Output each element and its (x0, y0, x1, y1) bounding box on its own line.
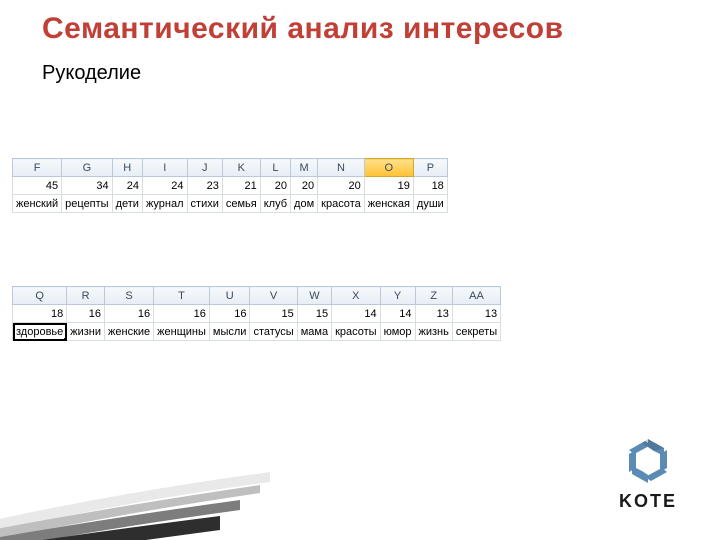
column-header[interactable]: M (291, 159, 318, 177)
cell[interactable]: 15 (250, 305, 297, 323)
column-header[interactable]: AA (452, 287, 500, 305)
cell[interactable]: женский (13, 195, 62, 213)
cell[interactable]: 18 (13, 305, 67, 323)
column-header[interactable]: I (142, 159, 187, 177)
table-row: здоровьежизниженскиеженщинымыслистатусым… (13, 323, 501, 341)
cell[interactable]: мама (297, 323, 331, 341)
cell[interactable]: красота (318, 195, 365, 213)
cell[interactable]: 34 (62, 177, 112, 195)
table-row: женскийрецептыдетижурналстихисемьяклубдо… (13, 195, 448, 213)
cell[interactable]: здоровье (13, 323, 67, 341)
cell[interactable]: 45 (13, 177, 62, 195)
logo: KOTE (618, 434, 678, 512)
cell[interactable]: 16 (154, 305, 210, 323)
cell[interactable]: 21 (222, 177, 260, 195)
column-header[interactable]: U (209, 287, 250, 305)
column-header[interactable]: X (332, 287, 381, 305)
cell[interactable]: 14 (332, 305, 381, 323)
cell[interactable]: 16 (209, 305, 250, 323)
cell[interactable]: женская (364, 195, 413, 213)
column-header[interactable]: K (222, 159, 260, 177)
table-row: 1816161616151514141313 (13, 305, 501, 323)
column-header[interactable]: G (62, 159, 112, 177)
cell[interactable]: жизнь (415, 323, 452, 341)
cell[interactable]: стихи (187, 195, 222, 213)
cell[interactable]: 15 (297, 305, 331, 323)
column-header[interactable]: W (297, 287, 331, 305)
logo-icon (618, 434, 678, 488)
column-header[interactable]: Y (380, 287, 415, 305)
column-header[interactable]: P (413, 159, 447, 177)
cell[interactable]: 18 (413, 177, 447, 195)
column-header[interactable]: N (318, 159, 365, 177)
logo-text: KOTE (618, 491, 678, 512)
spreadsheet-top: FGHIJKLMNOP 4534242423212020201918женски… (12, 158, 448, 213)
column-header[interactable]: Z (415, 287, 452, 305)
cell[interactable]: 24 (112, 177, 142, 195)
slide-subtitle: Рукоделие (42, 62, 141, 85)
column-header[interactable]: J (187, 159, 222, 177)
cell[interactable]: 20 (291, 177, 318, 195)
spreadsheet-bottom: QRSTUVWXYZAA 1816161616151514141313здоро… (12, 286, 501, 341)
column-header[interactable]: L (260, 159, 290, 177)
cell[interactable]: рецепты (62, 195, 112, 213)
cell[interactable]: души (413, 195, 447, 213)
header-row-bottom: QRSTUVWXYZAA (13, 287, 501, 305)
cell[interactable]: статусы (250, 323, 297, 341)
cell[interactable]: 19 (364, 177, 413, 195)
column-header[interactable]: F (13, 159, 62, 177)
cell[interactable]: секреты (452, 323, 500, 341)
cell[interactable]: клуб (260, 195, 290, 213)
column-header[interactable]: S (105, 287, 154, 305)
cell[interactable]: 23 (187, 177, 222, 195)
cell[interactable]: семья (222, 195, 260, 213)
cell[interactable]: 16 (67, 305, 105, 323)
cell[interactable]: 16 (105, 305, 154, 323)
cell[interactable]: 13 (415, 305, 452, 323)
cell[interactable]: журнал (142, 195, 187, 213)
cell[interactable]: женские (105, 323, 154, 341)
column-header[interactable]: T (154, 287, 210, 305)
table-row: 4534242423212020201918 (13, 177, 448, 195)
column-header[interactable]: H (112, 159, 142, 177)
cell[interactable]: 14 (380, 305, 415, 323)
cell[interactable]: 13 (452, 305, 500, 323)
column-header[interactable]: R (67, 287, 105, 305)
cell[interactable]: 20 (260, 177, 290, 195)
cell[interactable]: красоты (332, 323, 381, 341)
cell[interactable]: 24 (142, 177, 187, 195)
column-header[interactable]: O (364, 159, 413, 177)
cell[interactable]: женщины (154, 323, 210, 341)
column-header[interactable]: Q (13, 287, 67, 305)
cell[interactable]: юмор (380, 323, 415, 341)
header-row-top: FGHIJKLMNOP (13, 159, 448, 177)
cell[interactable]: дети (112, 195, 142, 213)
cell[interactable]: жизни (67, 323, 105, 341)
cell[interactable]: мысли (209, 323, 250, 341)
slide-title: Семантический анализ интересов (42, 12, 564, 46)
cell[interactable]: дом (291, 195, 318, 213)
cell[interactable]: 20 (318, 177, 365, 195)
column-header[interactable]: V (250, 287, 297, 305)
corner-swoosh (0, 460, 280, 540)
